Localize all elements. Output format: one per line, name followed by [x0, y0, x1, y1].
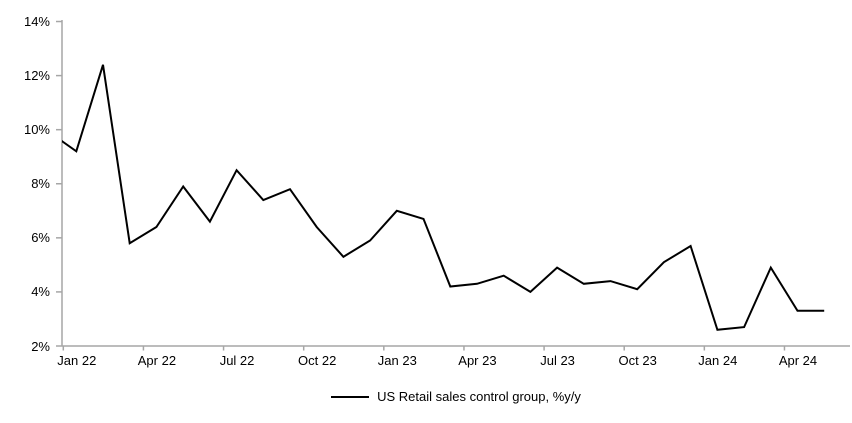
x-axis-tick-label: Apr 22 — [137, 353, 177, 368]
x-axis-tick-label: Jul 23 — [540, 353, 575, 368]
y-axis-tick-label: 12% — [23, 68, 50, 84]
y-axis-tick-label: 2% — [31, 338, 50, 354]
y-axis-tick-label: 6% — [31, 230, 50, 246]
x-axis-tick-label: Apr 24 — [778, 353, 818, 368]
y-axis-tick-label: 4% — [31, 284, 50, 300]
x-axis-tick-label: Jan 23 — [377, 353, 417, 368]
legend: US Retail sales control group, %y/y — [62, 389, 850, 404]
legend-label: US Retail sales control group, %y/y — [377, 389, 581, 404]
legend-line-swatch — [331, 395, 370, 398]
x-axis-tick-label: Jul 22 — [219, 353, 255, 368]
x-axis-tick-label: Apr 23 — [458, 353, 497, 368]
y-axis-tick-label: 8% — [31, 176, 50, 192]
y-axis-tick-label: 10% — [23, 122, 50, 138]
x-axis-tick-label: Jan 22 — [57, 353, 97, 368]
y-axis-tick-label: 14% — [23, 14, 50, 30]
x-axis-tick-label: Oct 23 — [618, 353, 657, 368]
x-axis-tick-label: Oct 22 — [298, 353, 337, 368]
x-axis-tick-label: Jan 24 — [698, 353, 738, 368]
series-line — [62, 64, 825, 331]
